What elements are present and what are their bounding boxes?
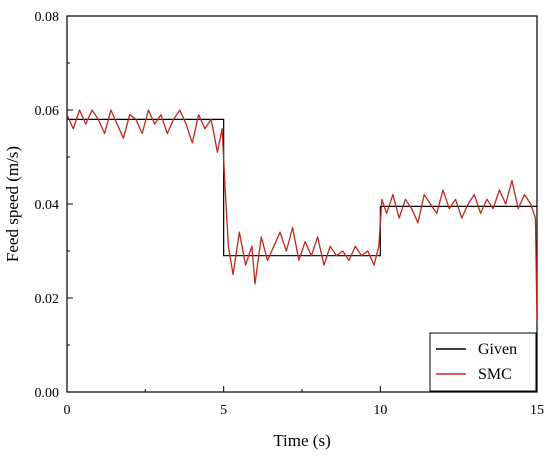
series-line-given — [67, 118, 537, 257]
y-tick-label: 0.04 — [35, 198, 60, 213]
legend-label-smc: SMC — [478, 366, 512, 383]
legend: Given SMC — [429, 332, 537, 392]
legend-label-given: Given — [478, 341, 517, 358]
y-tick-label: 0.06 — [35, 104, 60, 119]
series-layer — [67, 109, 537, 322]
legend-box — [429, 332, 537, 392]
x-tick-label: 0 — [64, 403, 71, 418]
y-tick-label: 0.08 — [35, 10, 60, 25]
x-tick-label: 15 — [530, 403, 544, 418]
y-axis-title: Feed speed (m/s) — [3, 146, 22, 262]
x-tick-label: 5 — [220, 403, 227, 418]
x-tick-label: 10 — [373, 403, 387, 418]
y-tick-label: 0.02 — [35, 292, 60, 307]
axis-layer: 0 5 10 15 0.00 0.02 0.04 0.06 0.08 — [35, 10, 545, 418]
y-tick-label: 0.00 — [35, 386, 60, 401]
x-axis-title: Time (s) — [273, 431, 330, 450]
series-line-smc — [67, 109, 537, 322]
